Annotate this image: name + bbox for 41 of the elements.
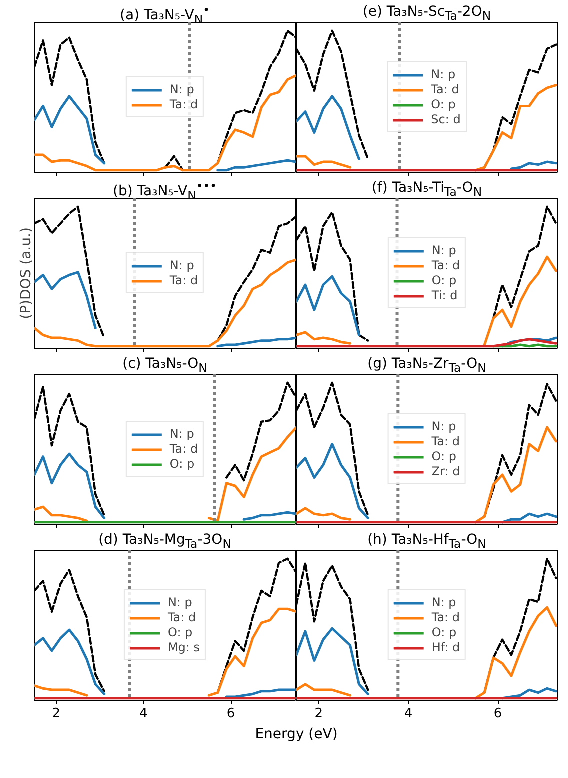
x-tick-label: 6	[494, 706, 502, 722]
legend-label: O: p	[432, 450, 457, 464]
legend-label: Ta: d	[432, 610, 460, 624]
legend-label: O: p	[170, 457, 195, 471]
x-tick-label: 4	[140, 706, 148, 722]
legend-label: Ta: d	[432, 434, 460, 448]
legend-label: N: p	[170, 82, 194, 96]
x-tick-label: 2	[314, 706, 324, 722]
legend-label: O: p	[432, 274, 457, 288]
chart-title: (f) Ta₃N₅-Ti$_{Ta}$-O$_{N}$	[372, 179, 482, 200]
legend-label: Zr: d	[432, 464, 460, 478]
legend-label: O: p	[432, 626, 457, 640]
legend-label: N: p	[431, 68, 456, 82]
legend-label: Ti: d	[432, 288, 458, 302]
chart-title: (d) Ta₃N₅-Mg$_{Ta}$-3O$_{N}$	[98, 531, 232, 552]
legend-label: N: p	[168, 596, 192, 610]
x-tick-label: 6	[226, 706, 236, 722]
x-tick-label: 2	[52, 706, 60, 722]
legend-label: Ta: d	[431, 82, 460, 96]
legend-label: O: p	[168, 626, 193, 640]
chart-title: (c) Ta₃N₅-O$_{N}$	[122, 355, 208, 376]
legend-label: Ta: d	[432, 258, 460, 272]
chart-title: (h) Ta₃N₅-Hf$_{Ta}$-O$_{N}$	[368, 531, 486, 552]
legend-label: Hf: d	[432, 640, 460, 654]
legend-label: N: p	[432, 244, 456, 258]
legend-label: Ta: d	[170, 442, 198, 456]
legend-label: Sc: d	[431, 112, 461, 126]
legend-label: N: p	[170, 258, 194, 272]
x-axis-title: Energy (eV)	[255, 726, 338, 742]
legend-label: N: p	[432, 596, 456, 610]
y-axis-title: (P)DOS (a.u.)	[18, 228, 34, 320]
legend-label: N: p	[432, 420, 456, 434]
legend-label: N: p	[170, 427, 194, 441]
chart-title: (g) Ta₃N₅-Zr$_{Ta}$-O$_{N}$	[368, 355, 486, 376]
legend-label: Ta: d	[168, 610, 196, 624]
x-tick-label: 4	[404, 706, 413, 722]
legend-label: Ta: d	[170, 274, 198, 288]
legend-label: Mg: s	[168, 640, 200, 654]
chart-title: (e) Ta₃N₅-Sc$_{Ta}$-2O$_{N}$	[362, 3, 492, 24]
legend-label: O: p	[431, 98, 456, 112]
legend-label: Ta: d	[170, 98, 198, 112]
